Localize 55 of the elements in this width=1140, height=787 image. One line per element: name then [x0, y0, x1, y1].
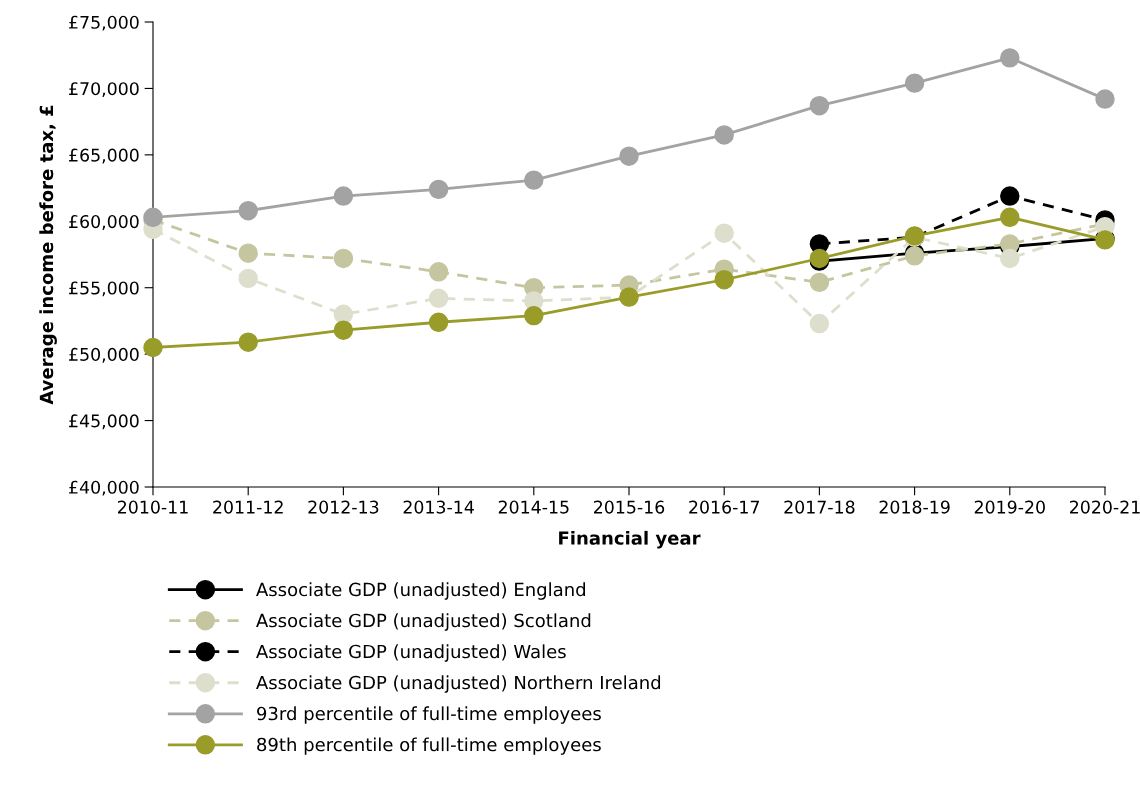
- point: [1000, 186, 1020, 206]
- x-tick-label: 2017-18: [784, 500, 855, 514]
- x-tick-label: 2011-12: [213, 500, 283, 514]
- legend-label: 93rd percentile of full-time employees: [257, 706, 601, 724]
- x-tick-label: 2013-14: [403, 500, 474, 514]
- point: [809, 313, 830, 334]
- point: [333, 248, 354, 269]
- legend-label: Associate GDP (unadjusted) Wales: [256, 644, 566, 662]
- point: [238, 332, 258, 352]
- point: [619, 146, 639, 166]
- point: [143, 337, 163, 358]
- point: [333, 304, 354, 325]
- point: [809, 95, 830, 116]
- y-tick-label: £45,000: [69, 414, 139, 430]
- x-tick-label: 2019-20: [974, 500, 1045, 514]
- point: [524, 305, 544, 326]
- y-axis-title: Average income before tax, £: [39, 105, 57, 405]
- point: [1000, 207, 1020, 228]
- point: [238, 200, 258, 221]
- x-tick-label: 2015-16: [594, 500, 665, 514]
- x-tick-label: 2018-19: [879, 500, 950, 514]
- point: [714, 270, 734, 290]
- point: [714, 223, 734, 243]
- point: [1095, 89, 1115, 109]
- point: [428, 179, 449, 200]
- point: [904, 73, 925, 93]
- point: [714, 125, 734, 145]
- x-tick-label: 2010-11: [118, 500, 188, 514]
- point: [428, 262, 449, 282]
- y-tick-label: £50,000: [69, 347, 139, 363]
- point: [809, 272, 830, 293]
- x-axis-title: Financial year: [559, 530, 701, 549]
- x-tick-label: 2016-17: [689, 500, 759, 514]
- y-tick-label: £70,000: [69, 82, 139, 98]
- legend-label: Associate GDP (unadjusted) England: [256, 582, 585, 600]
- y-tick-label: £60,000: [69, 215, 139, 230]
- y-tick-label: £55,000: [69, 281, 139, 297]
- legend-label: Associate GDP (unadjusted) Scotland: [256, 613, 591, 631]
- y-tick-label: £65,000: [69, 148, 139, 164]
- point: [238, 268, 258, 289]
- point: [333, 186, 354, 206]
- point: [524, 170, 544, 190]
- x-tick-label: 2012-13: [308, 500, 379, 514]
- point: [333, 320, 354, 340]
- point: [428, 288, 449, 309]
- point: [1000, 248, 1020, 269]
- y-tick-label: £75,000: [69, 15, 139, 31]
- y-tick-label: £40,000: [69, 480, 139, 496]
- legend-label: Associate GDP (unadjusted) Northern Ireland: [256, 675, 661, 693]
- legend-label: 89th percentile of full-time employees: [257, 737, 601, 755]
- point: [428, 312, 449, 332]
- x-tick-label: 2020-21: [1070, 500, 1140, 514]
- x-tick-label: 2014-15: [498, 500, 569, 514]
- point: [1000, 48, 1020, 68]
- point: [238, 243, 258, 263]
